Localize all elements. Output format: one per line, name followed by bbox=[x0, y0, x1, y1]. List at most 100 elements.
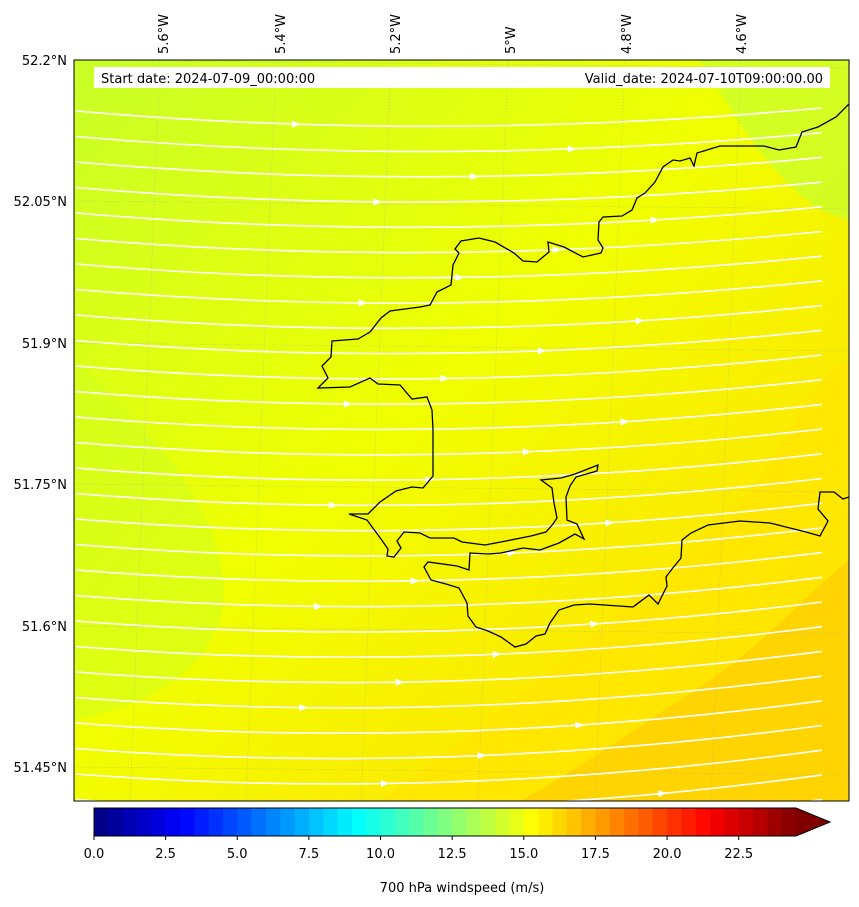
windspeed-max-region bbox=[520, 560, 849, 801]
date-info-background bbox=[94, 67, 830, 88]
lat-label-52.05n: 52.05°N bbox=[14, 195, 67, 210]
streamline bbox=[75, 181, 823, 203]
streamline bbox=[75, 255, 823, 279]
streamline bbox=[75, 453, 823, 481]
colorbar-swatch bbox=[437, 808, 453, 836]
lon-label-5w: 5°W bbox=[504, 26, 519, 54]
colorbar-swatch bbox=[595, 808, 611, 836]
graticule-meridian bbox=[594, 60, 626, 801]
lat-label-51.9n: 51.9°N bbox=[22, 337, 67, 352]
colorbar-extend-arrow bbox=[796, 808, 830, 836]
lon-label-4.8w: 4.8°W bbox=[620, 14, 635, 54]
streamline-arrow bbox=[635, 317, 645, 325]
lat-label-52.2n: 52.2°N bbox=[22, 54, 67, 69]
colorbar-swatch bbox=[423, 808, 439, 836]
colorbar-swatch bbox=[480, 808, 496, 836]
colorbar-swatch bbox=[538, 808, 554, 836]
streamline-arrow bbox=[552, 246, 562, 254]
lat-label-51.6n: 51.6°N bbox=[22, 620, 67, 635]
colorbar-tick-label: 22.5 bbox=[724, 847, 753, 862]
streamline-arrow bbox=[440, 375, 450, 383]
streamline bbox=[75, 206, 823, 229]
streamline bbox=[75, 107, 823, 128]
graticule-meridian bbox=[129, 60, 161, 801]
streamline bbox=[75, 304, 823, 330]
lat-label-51.45n: 51.45°N bbox=[14, 761, 67, 776]
streamline bbox=[75, 551, 823, 583]
colorbar-tick-label: 15.0 bbox=[509, 847, 538, 862]
streamline-arrow bbox=[522, 448, 532, 456]
colorbar: 0.0 2.5 5.0 7.5 10.0 12.5 15.0 17.5 20.0 22.5 700… bbox=[84, 807, 832, 896]
graticule-parallel bbox=[74, 60, 849, 69]
colorbar-swatch bbox=[724, 808, 740, 836]
colorbar-swatch bbox=[237, 808, 253, 836]
colorbar-swatch bbox=[394, 808, 410, 836]
streamline bbox=[75, 230, 823, 254]
streamline-arrow bbox=[567, 145, 577, 153]
colorbar-swatch bbox=[466, 808, 482, 836]
streamline bbox=[75, 601, 823, 633]
coastline bbox=[316, 103, 849, 648]
colorbar-tick-label: 20.0 bbox=[653, 847, 682, 862]
streamline-arrow bbox=[314, 602, 324, 610]
streamline-arrow bbox=[658, 790, 668, 798]
colorbar-swatch bbox=[108, 808, 124, 836]
colorbar-tick-label: 2.5 bbox=[155, 847, 176, 862]
colorbar-swatch bbox=[280, 808, 296, 836]
colorbar-swatch bbox=[695, 808, 711, 836]
colorbar-swatch bbox=[652, 808, 668, 836]
colorbar-swatch bbox=[122, 808, 138, 836]
colorbar-swatch bbox=[251, 808, 267, 836]
lon-label-4.6w: 4.6°W bbox=[735, 14, 750, 54]
wind-streamlines bbox=[75, 107, 823, 801]
colorbar-swatch bbox=[753, 808, 768, 836]
colorbar-swatch bbox=[94, 808, 109, 836]
colorbar-swatch bbox=[781, 808, 797, 836]
colorbar-swatch bbox=[609, 808, 625, 836]
graticule-meridian bbox=[710, 60, 742, 801]
streamline bbox=[75, 403, 823, 431]
lon-label-5.2w: 5.2°W bbox=[389, 14, 404, 54]
graticule-meridian bbox=[245, 60, 277, 801]
streamline bbox=[75, 527, 823, 557]
streamline bbox=[75, 700, 823, 735]
colorbar-swatch bbox=[566, 808, 582, 836]
colorbar-swatch bbox=[380, 808, 396, 836]
colorbar-swatch bbox=[136, 808, 152, 836]
colorbar-tick-label: 0.0 bbox=[84, 847, 105, 862]
colorbar-swatch bbox=[337, 808, 353, 836]
colorbar-swatch bbox=[165, 808, 181, 836]
streamline-arrow bbox=[492, 650, 502, 658]
lat-label-51.75n: 51.75°N bbox=[14, 478, 67, 493]
streamline bbox=[75, 378, 823, 405]
colorbar-swatch bbox=[294, 808, 310, 836]
colorbar-swatch bbox=[523, 808, 539, 836]
lon-label-5.6w: 5.6°W bbox=[157, 14, 172, 54]
windspeed-low-region-west bbox=[74, 360, 224, 720]
streamline-arrow bbox=[299, 704, 309, 712]
streamline-arrow bbox=[328, 501, 338, 509]
colorbar-swatch bbox=[552, 808, 568, 836]
streamline bbox=[75, 625, 823, 659]
streamline-arrow bbox=[358, 299, 368, 307]
streamline bbox=[75, 749, 823, 785]
streamline-arrow bbox=[477, 752, 487, 760]
streamline bbox=[75, 774, 823, 801]
streamline bbox=[75, 280, 823, 304]
longitude-labels: 5.6°W 5.4°W 5.2°W 5°W 4.8°W 4.6°W bbox=[157, 14, 750, 54]
colorbar-swatch bbox=[495, 808, 511, 836]
colorbar-swatch bbox=[738, 808, 754, 836]
colorbar-tick-label: 17.5 bbox=[581, 847, 610, 862]
graticule-meridian bbox=[360, 60, 392, 801]
streamline-arrow bbox=[470, 172, 480, 180]
graticule bbox=[74, 60, 849, 801]
colorbar-swatch bbox=[179, 808, 195, 836]
streamline bbox=[75, 477, 823, 507]
valid-date-label: Valid_date: 2024-07-10T09:00:00.00 bbox=[585, 72, 823, 87]
colorbar-swatch bbox=[509, 808, 525, 836]
streamline-arrow bbox=[343, 400, 353, 408]
graticule-parallel bbox=[74, 200, 849, 210]
streamline bbox=[75, 675, 823, 709]
colorbar-tick-label: 7.5 bbox=[299, 847, 320, 862]
